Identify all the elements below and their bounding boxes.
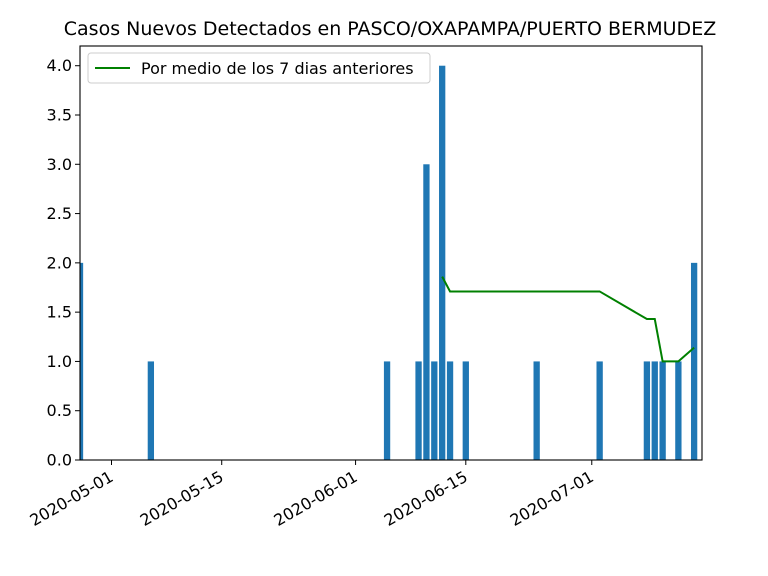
bar-2020-07-08 bbox=[643, 361, 651, 460]
series-line-0 bbox=[441, 276, 695, 363]
y-tick-label-1.0: 1.0 bbox=[47, 352, 72, 371]
bar-2020-05-06 bbox=[147, 361, 155, 460]
bar-2020-06-10 bbox=[423, 164, 430, 461]
y-tick-label-2.5: 2.5 bbox=[47, 204, 72, 223]
x-tick-label-2020-07-01: 2020-07-01 bbox=[507, 467, 597, 530]
y-tick-label-3.5: 3.5 bbox=[47, 106, 72, 125]
bar-2020-07-10 bbox=[659, 361, 666, 460]
bar-2020-07-02 bbox=[596, 361, 603, 460]
y-axis: 0.0 0.5 1.0 1.5 2.0 2.5 3.0 3.5 4.0 bbox=[47, 56, 80, 470]
bar-2020-06-11 bbox=[431, 361, 438, 460]
bar-2020-07-14 bbox=[690, 262, 698, 460]
legend: Por medio de los 7 dias anteriores bbox=[87, 52, 431, 84]
y-tick-label-0.0: 0.0 bbox=[47, 451, 72, 470]
legend-label: Por medio de los 7 dias anteriores bbox=[141, 59, 414, 78]
y-tick-label-3.0: 3.0 bbox=[47, 155, 72, 174]
x-tick-label-2020-05-15: 2020-05-15 bbox=[137, 467, 227, 530]
x-tick-label-2020-06-15: 2020-06-15 bbox=[381, 467, 471, 530]
bar-2020-06-24 bbox=[533, 361, 540, 460]
bar-2020-06-09 bbox=[415, 361, 422, 460]
bar-2020-04-27 bbox=[80, 262, 84, 460]
bar-2020-06-12 bbox=[439, 65, 446, 460]
chart-title: Casos Nuevos Detectados en PASCO/OXAPAMP… bbox=[64, 18, 716, 40]
y-tick-label-4.0: 4.0 bbox=[47, 56, 72, 75]
bar-2020-06-13 bbox=[446, 361, 454, 460]
x-tick-label-2020-06-01: 2020-06-01 bbox=[271, 467, 361, 530]
y-tick-label-0.5: 0.5 bbox=[47, 401, 72, 420]
bar-2020-06-05 bbox=[383, 361, 391, 460]
y-tick-label-1.5: 1.5 bbox=[47, 303, 72, 322]
x-tick-label-2020-05-01: 2020-05-01 bbox=[26, 467, 116, 530]
x-axis: 2020-05-01 2020-05-15 2020-06-01 2020-06-15… bbox=[26, 460, 597, 530]
bar-2020-07-09 bbox=[651, 361, 658, 460]
bar-2020-06-15 bbox=[462, 361, 469, 460]
bar-2020-07-12 bbox=[675, 361, 682, 460]
legend-box bbox=[87, 52, 431, 84]
axes-frame bbox=[79, 45, 703, 461]
y-tick-label-2.0: 2.0 bbox=[47, 253, 72, 272]
